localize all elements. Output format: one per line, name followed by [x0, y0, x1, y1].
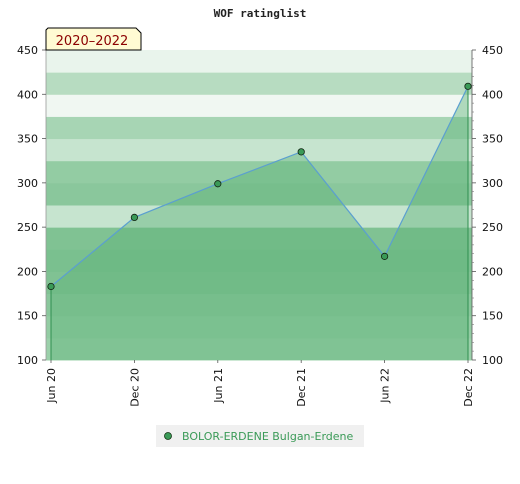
- data-point: [380, 252, 389, 260]
- data-point: [464, 82, 472, 90]
- y-tick-label-left: 200: [17, 265, 38, 278]
- y-tick-label-right: 300: [482, 177, 503, 190]
- data-point: [297, 148, 305, 156]
- background-band: [46, 271, 472, 295]
- y-tick-label-right: 250: [482, 221, 503, 234]
- axis-layer: 100 100 150 150 200 200 250 250 300 300 350 350 400 4…: [17, 44, 503, 407]
- data-point: [130, 213, 138, 221]
- background-bands: [46, 50, 472, 361]
- background-band: [46, 72, 472, 95]
- background-band: [46, 315, 472, 339]
- background-band: [46, 160, 472, 184]
- area-layer: [50, 86, 469, 361]
- background-band: [46, 50, 472, 73]
- y-tick-label-left: 450: [17, 44, 38, 57]
- y-tick-label-right: 400: [482, 88, 503, 101]
- y-tick-label-right: 100: [482, 354, 503, 367]
- series-area: [51, 86, 468, 361]
- background-band: [46, 94, 472, 117]
- y-tick-label-left: 350: [17, 133, 38, 146]
- points-layer: [47, 82, 472, 291]
- y-tick-label-left: 150: [17, 310, 38, 323]
- background-band: [46, 182, 472, 206]
- data-point: [47, 282, 55, 291]
- legend-series-name: BOLOR-ERDENE Bulgan-Erdene: [182, 430, 354, 443]
- chart-title: WOF ratinglist: [214, 7, 307, 20]
- legend-box: [156, 425, 364, 447]
- x-tick-label: Jun 21: [212, 368, 225, 404]
- x-tick-label: Dec 20: [128, 368, 141, 407]
- series-line: [50, 86, 469, 287]
- y-tick-label-right: 200: [482, 265, 503, 278]
- x-tick-label: Jun 20: [45, 368, 58, 404]
- data-point: [214, 180, 222, 188]
- background-band: [46, 116, 472, 140]
- period-badge-box: [45, 27, 142, 51]
- x-tick-label: Dec 22: [462, 368, 475, 407]
- background-band: [46, 337, 472, 361]
- background-band: [46, 249, 472, 272]
- period-badge: 2020–2022: [45, 27, 142, 51]
- x-tick-label: Jun 22: [379, 368, 392, 404]
- y-tick-label-left: 100: [17, 354, 38, 367]
- y-tick-label-left: 250: [17, 221, 38, 234]
- y-tick-label-left: 400: [17, 88, 38, 101]
- y-tick-label-right: 150: [482, 310, 503, 323]
- legend-marker: [164, 432, 172, 440]
- background-band: [46, 138, 472, 162]
- y-tick-label-right: 350: [482, 133, 503, 146]
- period-badge-label: 2020–2022: [56, 34, 129, 49]
- legend: BOLOR-ERDENE Bulgan-Erdene: [156, 425, 364, 447]
- y-tick-label-left: 300: [17, 177, 38, 190]
- x-tick-label: Dec 21: [295, 368, 308, 407]
- background-band: [46, 293, 472, 317]
- y-tick-label-right: 450: [482, 44, 503, 57]
